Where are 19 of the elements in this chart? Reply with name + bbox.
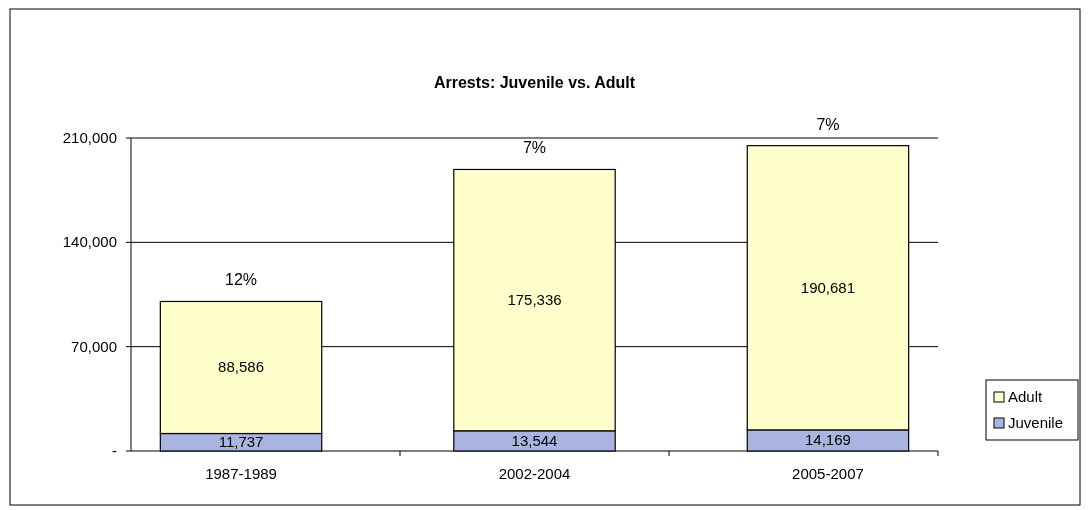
y-tick-label: 210,000 <box>62 129 117 146</box>
chart-title: Arrests: Juvenile vs. Adult <box>433 74 636 91</box>
y-tick-label: - <box>112 442 117 459</box>
x-tick-label: 2002-2004 <box>498 465 571 482</box>
legend-label: Adult <box>1008 388 1044 405</box>
data-label: 175,336 <box>507 291 562 309</box>
y-tick-label: 70,000 <box>71 337 117 355</box>
x-tick-label: 1987-1989 <box>205 465 277 482</box>
annotation: 7% <box>522 139 547 157</box>
annotation: 7% <box>816 115 840 133</box>
data-label: 11,737 <box>218 433 264 451</box>
y-tick-label: 140,000 <box>62 233 117 251</box>
annotation: 12% <box>225 271 258 289</box>
data-label: 14,169 <box>805 431 851 449</box>
data-label: 190,681 <box>800 278 856 296</box>
data-label: 88,586 <box>218 358 264 376</box>
x-tick-label: 2005-2007 <box>792 465 864 482</box>
data-label: 13,544 <box>511 431 558 449</box>
legend-label: Juvenile <box>1008 414 1064 431</box>
